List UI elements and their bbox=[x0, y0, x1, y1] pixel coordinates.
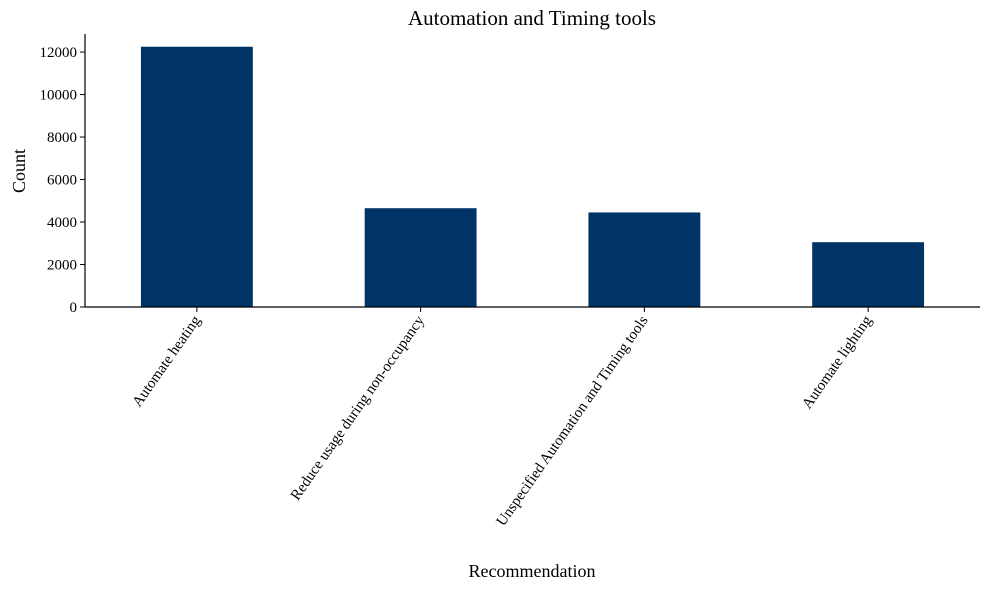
y-tick-label-3: 6000 bbox=[47, 173, 77, 189]
y-tick-label-6: 12000 bbox=[40, 45, 78, 61]
y-tick-label-0: 0 bbox=[70, 300, 78, 316]
y-tick-label-2: 4000 bbox=[47, 215, 77, 231]
bar-3 bbox=[812, 242, 925, 307]
x-tick-label-0: Automate heating bbox=[130, 313, 205, 410]
y-axis-label: Count bbox=[9, 149, 29, 193]
y-axis-ticks: 0 2000 4000 6000 8000 10000 12000 bbox=[40, 45, 85, 316]
x-axis-ticks: Automate heating Reduce usage during non-… bbox=[130, 307, 876, 529]
bar-2 bbox=[588, 212, 701, 307]
bar-1 bbox=[364, 208, 477, 307]
bar-0 bbox=[140, 46, 253, 308]
chart-title: Automation and Timing tools bbox=[408, 6, 656, 30]
x-tick-label-2: Unspecified Automation and Timing tools bbox=[494, 313, 652, 529]
x-tick-label-1: Reduce usage during non-occupancy bbox=[288, 313, 428, 504]
x-axis-label: Recommendation bbox=[469, 561, 596, 581]
y-tick-label-4: 8000 bbox=[47, 130, 77, 146]
y-tick-label-1: 2000 bbox=[47, 258, 77, 274]
y-tick-label-5: 10000 bbox=[40, 88, 78, 104]
x-tick-label-3: Automate lighting bbox=[799, 313, 875, 412]
bars-group bbox=[140, 46, 925, 308]
